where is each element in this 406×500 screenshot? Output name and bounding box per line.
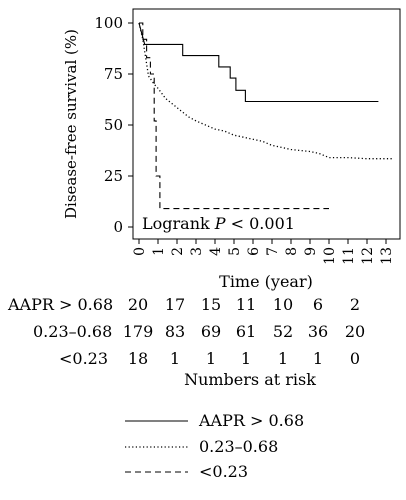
series-line	[138, 22, 392, 160]
series-line	[139, 22, 329, 210]
risk-value: 11	[236, 295, 256, 314]
x-tick-label: 8	[284, 247, 300, 256]
risk-value: 83	[165, 322, 185, 341]
risk-value: 52	[273, 322, 293, 341]
logrank-suffix: < 0.001	[226, 214, 295, 233]
x-tick-label: 0	[132, 247, 148, 256]
risk-row-label: 0.23–0.68	[33, 322, 112, 341]
x-tick-label: 6	[246, 247, 262, 256]
legend-label: 0.23–0.68	[199, 437, 278, 456]
risk-value: 69	[201, 322, 221, 341]
x-tick-label: 10	[322, 247, 338, 265]
y-axis-label: Disease-free survival (%)	[62, 29, 80, 219]
risk-value: 1	[206, 349, 216, 368]
y-axis-ticks: 0 25 50 75 100	[94, 14, 133, 236]
plot-area	[132, 8, 401, 240]
series-layer	[138, 22, 392, 210]
y-tick-label: 25	[104, 167, 123, 185]
risk-value: 15	[201, 295, 221, 314]
x-tick-label: 7	[265, 247, 281, 256]
risk-table-title: Numbers at risk	[184, 370, 316, 389]
risk-value: 36	[308, 322, 328, 341]
risk-row-label: <0.23	[59, 349, 108, 368]
y-tick-label: 100	[94, 14, 123, 32]
logrank-annotation: Logrank P < 0.001	[142, 214, 295, 233]
risk-value: 10	[273, 295, 293, 314]
risk-value: 1	[313, 349, 323, 368]
legend: AAPR > 0.68 0.23–0.68 <0.23	[125, 411, 304, 481]
x-axis-ticks: 0 1 2 3 4 5 6 7 8 9 10 11 12 13	[132, 239, 395, 265]
risk-value: 20	[128, 295, 148, 314]
x-axis-label: Time (year)	[219, 272, 313, 291]
x-tick-label: 1	[151, 247, 167, 256]
y-tick-label: 50	[104, 116, 123, 134]
y-tick-label: 75	[104, 65, 123, 83]
x-tick-label: 3	[189, 247, 205, 256]
legend-label: AAPR > 0.68	[198, 411, 304, 430]
risk-value: 20	[345, 322, 365, 341]
y-tick-label: 0	[113, 218, 123, 236]
risk-value: 2	[350, 295, 360, 314]
x-tick-label: 2	[170, 247, 186, 256]
legend-label: <0.23	[199, 462, 248, 481]
x-tick-label: 11	[341, 247, 357, 265]
risk-value: 18	[128, 349, 148, 368]
risk-value: 61	[236, 322, 256, 341]
x-tick-label: 5	[227, 247, 243, 256]
x-tick-label: 13	[379, 247, 395, 265]
risk-row-label: AAPR > 0.68	[7, 295, 113, 314]
series-line	[138, 22, 379, 103]
risk-value: 0	[350, 349, 360, 368]
logrank-prefix: Logrank	[142, 214, 215, 233]
risk-value: 1	[278, 349, 288, 368]
x-tick-label: 9	[303, 247, 319, 256]
risk-value: 17	[165, 295, 185, 314]
plot-frame	[132, 8, 401, 240]
x-tick-label: 4	[208, 247, 224, 256]
risk-value: 179	[123, 322, 154, 341]
risk-value: 6	[313, 295, 323, 314]
risk-value: 1	[170, 349, 180, 368]
logrank-p: P	[214, 214, 226, 233]
x-tick-label: 12	[360, 247, 376, 265]
risk-value: 1	[241, 349, 251, 368]
risk-table: AAPR > 0.68 20 17 15 11 10 6 20.23–0.68 179 83 69 6…	[7, 295, 365, 368]
